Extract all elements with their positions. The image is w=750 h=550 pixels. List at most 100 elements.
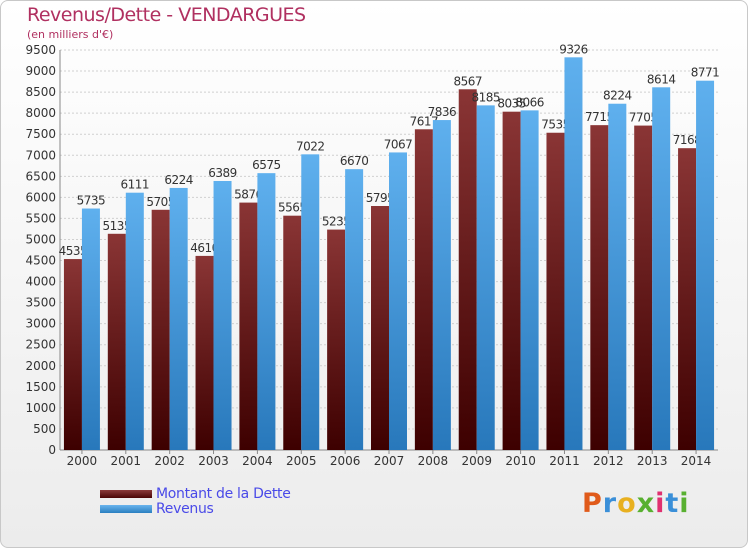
data-label-revenus: 8066	[515, 95, 544, 109]
data-label-revenus: 6575	[252, 158, 281, 172]
bar-chart: 0 500 1000 1500 2000 2500 3000 3500 4000 4500 5000…	[25, 42, 720, 468]
x-tick-label: 2001	[111, 454, 142, 468]
y-tick-label: 6500	[25, 169, 56, 183]
y-tick-label: 5500	[25, 211, 56, 225]
data-label-dette: 7535	[541, 118, 570, 132]
y-tick-label: 8500	[25, 85, 56, 99]
x-tick-label: 2005	[286, 454, 317, 468]
data-label-revenus: 7067	[384, 137, 413, 151]
y-tick-label: 7500	[25, 127, 56, 141]
proxiti-logo: Proxiti	[582, 488, 690, 519]
x-tick-label: 2008	[418, 454, 449, 468]
bar-dette	[678, 148, 697, 451]
data-label-revenus: 6224	[164, 173, 193, 187]
data-label-revenus: 8614	[647, 72, 676, 86]
y-tick-label: 6000	[25, 190, 56, 204]
data-label-revenus: 8224	[603, 89, 632, 103]
y-tick-label: 1000	[25, 401, 56, 415]
y-tick-label: 4500	[25, 254, 56, 268]
y-tick-label: 5000	[25, 232, 56, 246]
y-tick-label: 3500	[25, 296, 56, 310]
x-tick-label: 2010	[505, 454, 536, 468]
data-label-dette: 7705	[629, 111, 658, 125]
data-label-dette: 5235	[322, 215, 351, 229]
data-label-dette: 5795	[366, 191, 395, 205]
logo-text: Proxiti	[582, 488, 690, 519]
x-tick-label: 2014	[681, 454, 712, 468]
legend-swatch-revenus	[100, 504, 152, 513]
bar-dette	[414, 129, 433, 450]
bar-dette	[458, 89, 477, 450]
data-label-revenus: 5735	[77, 194, 106, 208]
y-tick-label: 9000	[25, 64, 56, 78]
y-tick-label: 0	[48, 443, 56, 457]
data-label-dette: 7168	[673, 133, 702, 147]
chart-subtitle: (en milliers d'€)	[27, 28, 114, 41]
data-label-revenus: 6111	[121, 178, 150, 192]
x-tick-label: 2013	[637, 454, 668, 468]
bar-dette	[239, 202, 258, 450]
y-tick-label: 3000	[25, 317, 56, 331]
bar-dette	[546, 132, 565, 450]
y-tick-label: 500	[33, 422, 56, 436]
bar-dette	[371, 206, 389, 450]
x-tick-label: 2012	[593, 454, 624, 468]
bar-revenus	[81, 208, 100, 450]
data-label-dette: 5565	[278, 201, 307, 215]
y-tick-label: 2500	[25, 338, 56, 352]
y-tick-label: 1500	[25, 380, 56, 394]
bar-revenus	[125, 192, 144, 450]
x-tick-label: 2011	[549, 454, 580, 468]
data-label-revenus: 9326	[559, 42, 588, 56]
bar-revenus	[608, 103, 627, 450]
data-label-revenus: 7836	[428, 105, 457, 119]
data-label-revenus: 6670	[340, 154, 369, 168]
x-tick-label: 2000	[67, 454, 98, 468]
legend-label-dette: Montant de la Dette	[156, 485, 291, 502]
bar-revenus	[696, 80, 715, 451]
y-tick-label: 9500	[25, 43, 56, 57]
bar-dette	[590, 125, 609, 450]
data-label-dette: 5705	[146, 195, 175, 209]
bar-dette	[195, 255, 214, 450]
bar-dette	[107, 233, 126, 450]
y-tick-label: 4000	[25, 275, 56, 289]
x-tick-label: 2006	[330, 454, 361, 468]
data-label-revenus: 7022	[296, 139, 325, 153]
bar-dette	[327, 229, 346, 450]
bar-revenus	[476, 105, 495, 451]
bar-revenus	[301, 154, 320, 450]
bar-dette	[502, 111, 521, 451]
data-label-dette: 4535	[59, 244, 88, 258]
bar-dette	[283, 215, 302, 450]
y-tick-label: 7000	[25, 148, 56, 162]
data-label-revenus: 8185	[471, 90, 500, 104]
bar-revenus	[520, 110, 539, 451]
y-tick-label: 2000	[25, 359, 56, 373]
bar-revenus	[213, 180, 232, 450]
chart-title: Revenus/Dette - VENDARGUES	[27, 4, 306, 26]
bar-revenus	[652, 87, 671, 450]
y-tick-label: 8000	[25, 106, 56, 120]
data-label-dette: 8035	[497, 97, 526, 111]
bar-dette	[151, 209, 170, 450]
bar-dette	[63, 259, 82, 450]
data-label-dette: 7715	[585, 110, 614, 124]
bar-revenus	[257, 173, 276, 450]
bar-revenus	[564, 57, 583, 450]
legend-label-revenus: Revenus	[156, 500, 214, 517]
bar-revenus	[432, 120, 451, 450]
data-label-revenus: 6389	[208, 166, 237, 180]
data-label-dette: 5876	[234, 188, 263, 202]
legend-swatch-dette	[100, 489, 152, 498]
legend-item-dette: Montant de la Dette	[100, 485, 291, 502]
bar-revenus	[169, 187, 188, 451]
data-label-dette: 8567	[453, 74, 482, 88]
data-label-dette: 5135	[103, 219, 132, 233]
x-tick-label: 2004	[242, 454, 273, 468]
bar-revenus	[389, 152, 407, 450]
x-tick-label: 2003	[198, 454, 229, 468]
data-label-revenus: 8771	[691, 66, 720, 80]
data-label-dette: 7617	[410, 114, 439, 128]
bar-dette	[634, 125, 653, 450]
